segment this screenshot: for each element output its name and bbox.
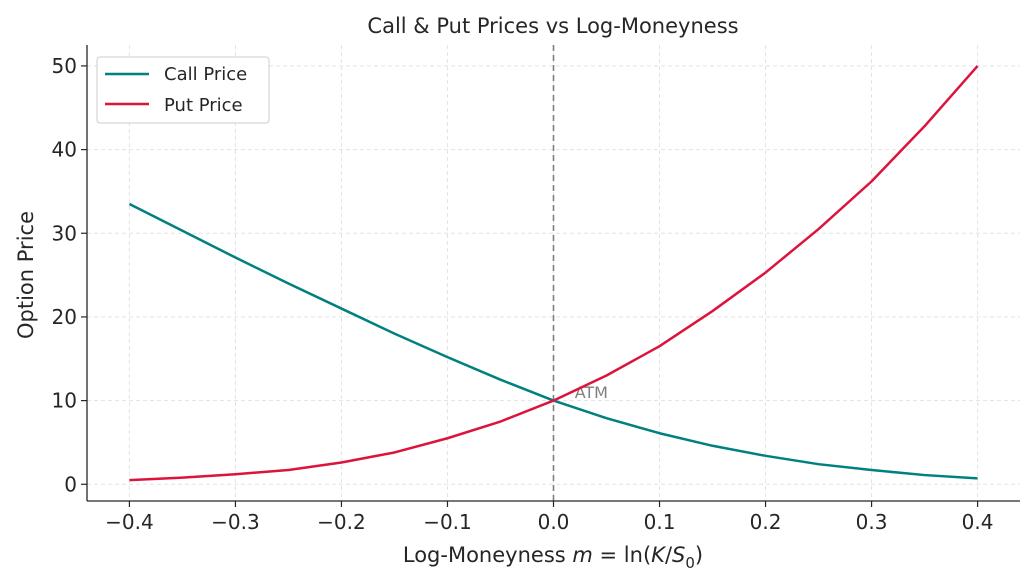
x-tick-label-1: −0.3 (211, 510, 260, 534)
legend-label-put: Put Price (164, 95, 243, 116)
x-tick-label-2: −0.2 (317, 510, 366, 534)
x-axis-label: Log-Moneyness m = ln(K/S0) (403, 543, 703, 572)
x-axis-label-text: Log-Moneyness (403, 543, 566, 567)
x-tick-label-6: 0.2 (750, 510, 782, 534)
x-axis-ticks: −0.4 −0.3 −0.2 −0.1 0.0 0.1 0.2 0.3 0.4 (105, 501, 993, 534)
x-axis-label-s: S (672, 543, 685, 567)
x-axis-label-slash: / (665, 543, 673, 567)
legend: Call Price Put Price (96, 56, 270, 124)
x-tick-label-8: 0.4 (962, 510, 994, 534)
x-axis-label-sub: 0 (685, 554, 695, 572)
y-tick-label-1: 10 (52, 389, 77, 413)
y-axis-label: Option Price (14, 211, 38, 339)
y-axis-ticks: 0 10 20 30 40 50 (52, 54, 87, 496)
x-axis-label-close: ) (695, 543, 703, 567)
y-tick-label-3: 30 (52, 221, 77, 245)
legend-label-call: Call Price (164, 64, 247, 85)
atm-reference: ATM (552, 45, 608, 501)
y-tick-label-5: 50 (52, 54, 77, 78)
x-axis-label-var: m (572, 543, 592, 567)
x-tick-label-7: 0.3 (856, 510, 888, 534)
y-tick-label-2: 20 (52, 305, 77, 329)
series-line-1 (129, 65, 979, 482)
grid (87, 45, 1020, 501)
x-tick-label-3: −0.1 (423, 510, 472, 534)
x-axis-label-eq: = ln( (593, 543, 651, 567)
x-tick-label-4: 0.0 (538, 510, 570, 534)
x-axis-label-k: K (651, 543, 667, 567)
x-tick-label-0: −0.4 (105, 510, 154, 534)
x-tick-label-5: 0.1 (644, 510, 676, 534)
atm-label: ATM (575, 383, 608, 402)
series-group (128, 65, 979, 482)
chart-title: Call & Put Prices vs Log-Moneyness (367, 14, 738, 38)
y-tick-label-0: 0 (64, 472, 77, 496)
y-tick-label-4: 40 (52, 138, 77, 162)
